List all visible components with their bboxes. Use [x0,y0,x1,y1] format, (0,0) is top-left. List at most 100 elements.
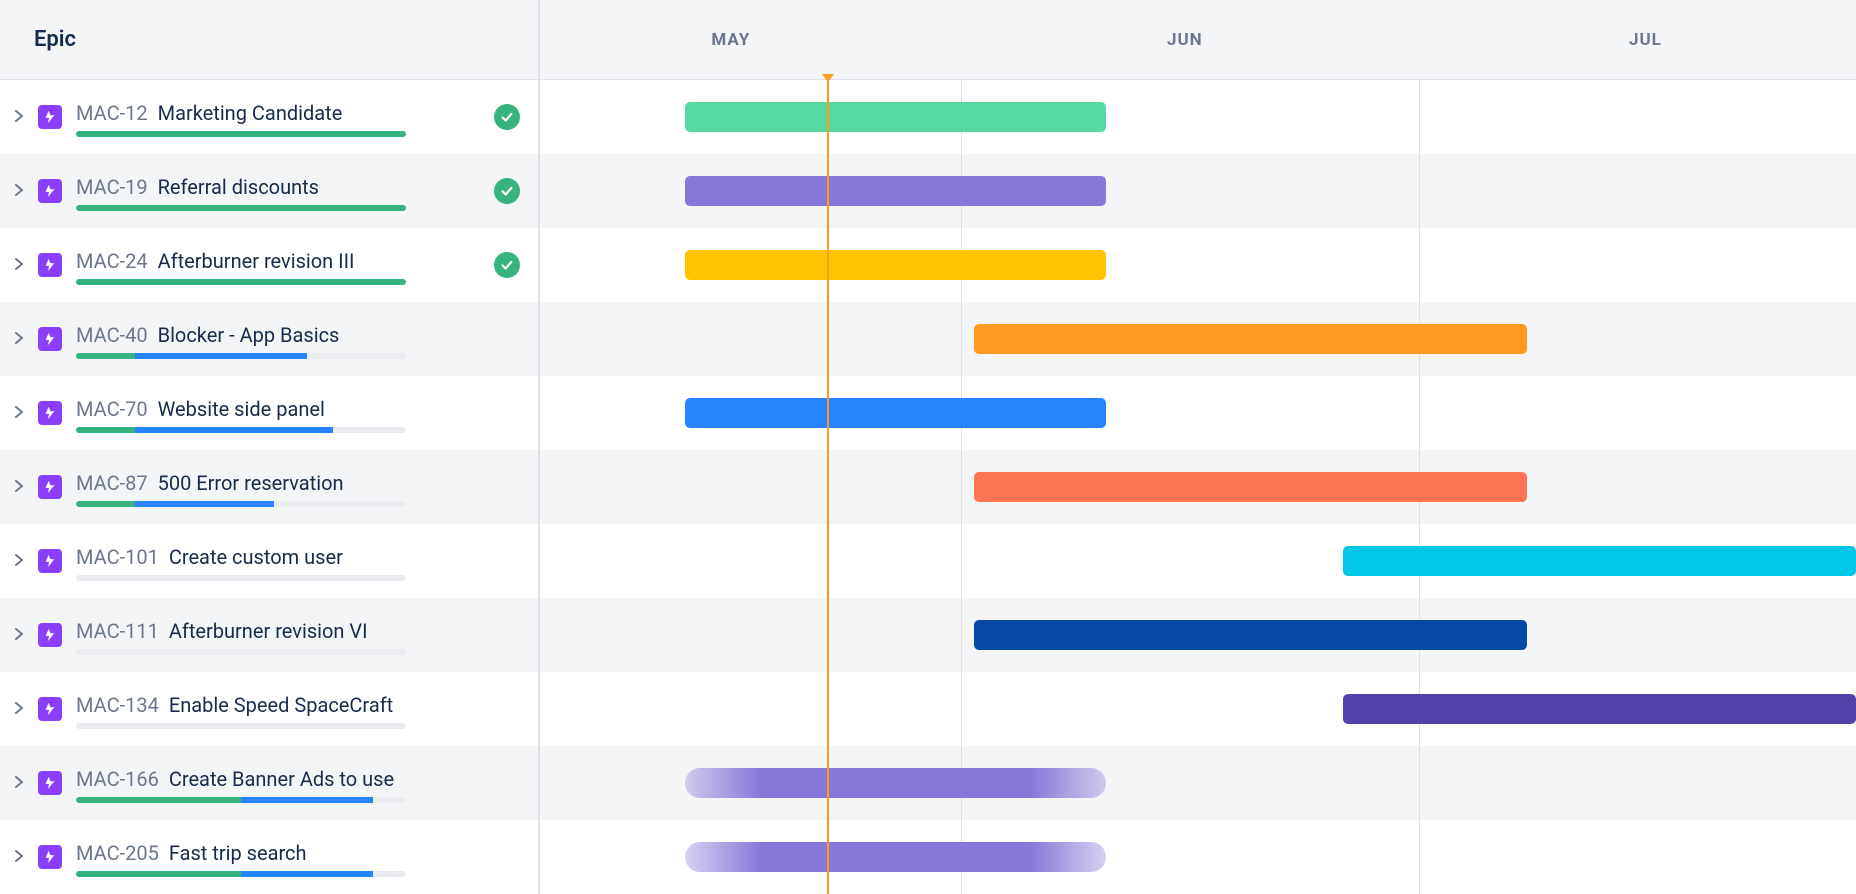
epic-timeline-bar[interactable] [974,472,1527,502]
timeline-row [540,376,1856,450]
epic-timeline-bar[interactable] [685,842,1106,872]
timeline-row [540,154,1856,228]
epic-column-header: Epic [34,27,76,52]
epic-row[interactable]: MAC-111 Afterburner revision VI [0,598,538,672]
epic-sidebar: Epic MAC-12 Marketing Candidate MAC-19 Refe… [0,0,540,894]
expand-chevron-icon[interactable] [14,404,32,422]
epic-summary[interactable]: Afterburner revision VI [169,619,368,643]
epic-key[interactable]: MAC-12 [76,101,148,125]
expand-chevron-icon[interactable] [14,626,32,644]
epic-type-icon [38,845,62,869]
expand-chevron-icon[interactable] [14,478,32,496]
epic-key[interactable]: MAC-134 [76,693,159,717]
progress-bar [76,131,406,137]
epic-summary[interactable]: 500 Error reservation [158,471,344,495]
progress-segment [76,279,406,285]
epic-summary[interactable]: Marketing Candidate [158,101,343,125]
epic-key[interactable]: MAC-40 [76,323,148,347]
epic-row[interactable]: MAC-101 Create custom user [0,524,538,598]
expand-chevron-icon[interactable] [14,182,32,200]
epic-summary[interactable]: Create Banner Ads to use [169,767,394,791]
progress-bar [76,871,406,877]
epic-title-line[interactable]: MAC-12 Marketing Candidate [76,101,484,125]
timeline-row [540,820,1856,894]
progress-segment [76,797,241,803]
expand-chevron-icon[interactable] [14,774,32,792]
epic-title-line[interactable]: MAC-205 Fast trip search [76,841,520,865]
epic-timeline-bar[interactable] [685,398,1106,428]
progress-segment [135,427,333,433]
epic-title-line[interactable]: MAC-101 Create custom user [76,545,520,569]
epic-row[interactable]: MAC-70 Website side panel [0,376,538,450]
epic-type-icon [38,771,62,795]
epic-row[interactable]: MAC-205 Fast trip search [0,820,538,894]
timeline-row [540,746,1856,820]
epic-text-block: MAC-166 Create Banner Ads to use [76,763,520,803]
expand-chevron-icon[interactable] [14,552,32,570]
epic-key[interactable]: MAC-24 [76,249,148,273]
epic-title-line[interactable]: MAC-24 Afterburner revision III [76,249,484,273]
done-check-icon [494,178,520,204]
expand-chevron-icon[interactable] [14,848,32,866]
progress-segment [241,871,373,877]
epic-type-icon [38,179,62,203]
epic-text-block: MAC-101 Create custom user [76,541,520,581]
progress-bar [76,279,406,285]
epic-summary[interactable]: Afterburner revision III [158,249,355,273]
epic-summary[interactable]: Blocker - App Basics [158,323,340,347]
epic-timeline-bar[interactable] [685,176,1106,206]
progress-segment [135,353,307,359]
month-label: JUN [1167,30,1203,50]
epic-title-line[interactable]: MAC-19 Referral discounts [76,175,484,199]
progress-bar [76,723,406,729]
epic-timeline-bar[interactable] [685,768,1106,798]
epic-key[interactable]: MAC-166 [76,767,159,791]
epic-row[interactable]: MAC-12 Marketing Candidate [0,80,538,154]
epic-key[interactable]: MAC-111 [76,619,159,643]
expand-chevron-icon[interactable] [14,256,32,274]
epic-key[interactable]: MAC-70 [76,397,148,421]
epic-key[interactable]: MAC-87 [76,471,148,495]
epic-row[interactable]: MAC-24 Afterburner revision III [0,228,538,302]
epic-row[interactable]: MAC-134 Enable Speed SpaceCraft [0,672,538,746]
progress-bar [76,649,406,655]
epic-row[interactable]: MAC-166 Create Banner Ads to use [0,746,538,820]
expand-chevron-icon[interactable] [14,330,32,348]
expand-chevron-icon[interactable] [14,108,32,126]
epic-summary[interactable]: Create custom user [169,545,343,569]
epic-timeline-bar[interactable] [974,324,1527,354]
epic-timeline-bar[interactable] [685,102,1106,132]
epic-text-block: MAC-12 Marketing Candidate [76,97,484,137]
epic-summary[interactable]: Fast trip search [169,841,307,865]
epic-title-line[interactable]: MAC-134 Enable Speed SpaceCraft [76,693,520,717]
epic-timeline-bar[interactable] [1343,694,1856,724]
roadmap-view: Epic MAC-12 Marketing Candidate MAC-19 Refe… [0,0,1856,894]
epic-type-icon [38,549,62,573]
epic-type-icon [38,253,62,277]
epic-summary[interactable]: Website side panel [158,397,325,421]
epic-title-line[interactable]: MAC-166 Create Banner Ads to use [76,767,520,791]
epic-type-icon [38,475,62,499]
epic-summary[interactable]: Enable Speed SpaceCraft [169,693,393,717]
epic-row[interactable]: MAC-19 Referral discounts [0,154,538,228]
timeline-row [540,524,1856,598]
epic-timeline-bar[interactable] [1343,546,1856,576]
epic-title-line[interactable]: MAC-70 Website side panel [76,397,520,421]
timeline-row [540,80,1856,154]
done-check-icon [494,252,520,278]
epic-row[interactable]: MAC-87 500 Error reservation [0,450,538,524]
epic-title-line[interactable]: MAC-111 Afterburner revision VI [76,619,520,643]
epic-summary[interactable]: Referral discounts [158,175,319,199]
epic-key[interactable]: MAC-101 [76,545,159,569]
epic-title-line[interactable]: MAC-87 500 Error reservation [76,471,520,495]
epic-type-icon [38,623,62,647]
expand-chevron-icon[interactable] [14,700,32,718]
epic-row[interactable]: MAC-40 Blocker - App Basics [0,302,538,376]
epic-title-line[interactable]: MAC-40 Blocker - App Basics [76,323,520,347]
epic-key[interactable]: MAC-205 [76,841,159,865]
epic-timeline-bar[interactable] [974,620,1527,650]
epic-key[interactable]: MAC-19 [76,175,148,199]
progress-segment [241,797,373,803]
epic-type-icon [38,401,62,425]
epic-timeline-bar[interactable] [685,250,1106,280]
